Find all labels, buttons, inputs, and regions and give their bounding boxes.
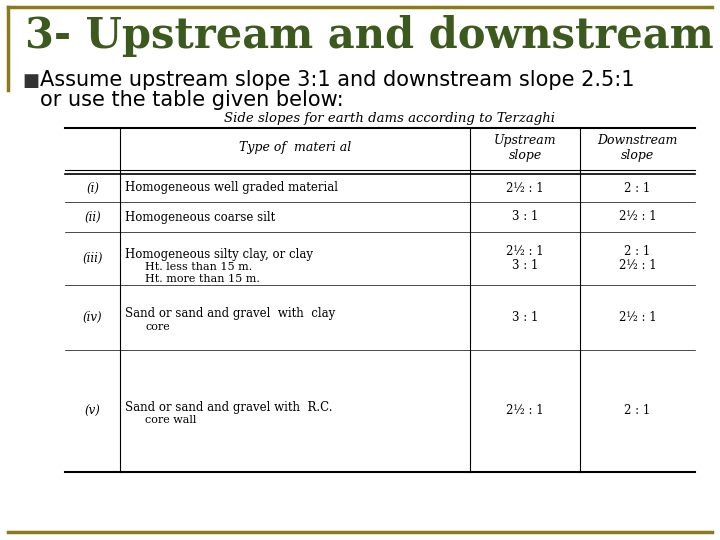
Text: Side slopes for earth dams according to Terzaghi: Side slopes for earth dams according to … bbox=[225, 112, 556, 125]
Text: Upstream
slope: Upstream slope bbox=[494, 134, 557, 162]
Text: 3 : 1: 3 : 1 bbox=[512, 211, 538, 224]
Text: core: core bbox=[145, 321, 170, 332]
Text: Sand or sand and gravel with  R.C.: Sand or sand and gravel with R.C. bbox=[125, 401, 333, 414]
Text: (i): (i) bbox=[86, 181, 99, 194]
Text: Homogeneous coarse silt: Homogeneous coarse silt bbox=[125, 211, 275, 224]
Text: Downstream
slope: Downstream slope bbox=[598, 134, 678, 162]
Text: 2½ : 1: 2½ : 1 bbox=[506, 181, 544, 194]
Text: (ii): (ii) bbox=[84, 211, 101, 224]
Text: 3 : 1: 3 : 1 bbox=[512, 259, 538, 272]
Text: 2½ : 1: 2½ : 1 bbox=[506, 404, 544, 417]
Text: 2½ : 1: 2½ : 1 bbox=[618, 211, 657, 224]
Text: Type of  materi al: Type of materi al bbox=[239, 141, 351, 154]
Text: 2 : 1: 2 : 1 bbox=[624, 245, 651, 258]
Text: (v): (v) bbox=[84, 404, 100, 417]
Text: 3- Upstream and downstream slopes: 3- Upstream and downstream slopes bbox=[25, 15, 720, 57]
Text: Homogeneous silty clay, or clay: Homogeneous silty clay, or clay bbox=[125, 248, 313, 261]
Text: 2½ : 1: 2½ : 1 bbox=[618, 311, 657, 324]
Text: Assume upstream slope 3:1 and downstream slope 2.5:1: Assume upstream slope 3:1 and downstream… bbox=[40, 70, 634, 90]
Text: (iii): (iii) bbox=[82, 252, 103, 265]
Text: Ht. more than 15 m.: Ht. more than 15 m. bbox=[145, 274, 260, 285]
Text: 2 : 1: 2 : 1 bbox=[624, 404, 651, 417]
Text: or use the table given below:: or use the table given below: bbox=[40, 90, 343, 110]
Text: 2½ : 1: 2½ : 1 bbox=[618, 259, 657, 272]
Text: ■: ■ bbox=[22, 72, 39, 90]
Text: Sand or sand and gravel  with  clay: Sand or sand and gravel with clay bbox=[125, 307, 336, 320]
Text: (iv): (iv) bbox=[83, 311, 102, 324]
Text: 3 : 1: 3 : 1 bbox=[512, 311, 538, 324]
Text: Homogeneous well graded material: Homogeneous well graded material bbox=[125, 181, 338, 194]
Text: 2½ : 1: 2½ : 1 bbox=[506, 245, 544, 258]
Text: 2 : 1: 2 : 1 bbox=[624, 181, 651, 194]
Text: Ht. less than 15 m.: Ht. less than 15 m. bbox=[145, 262, 252, 273]
Text: core wall: core wall bbox=[145, 415, 197, 425]
